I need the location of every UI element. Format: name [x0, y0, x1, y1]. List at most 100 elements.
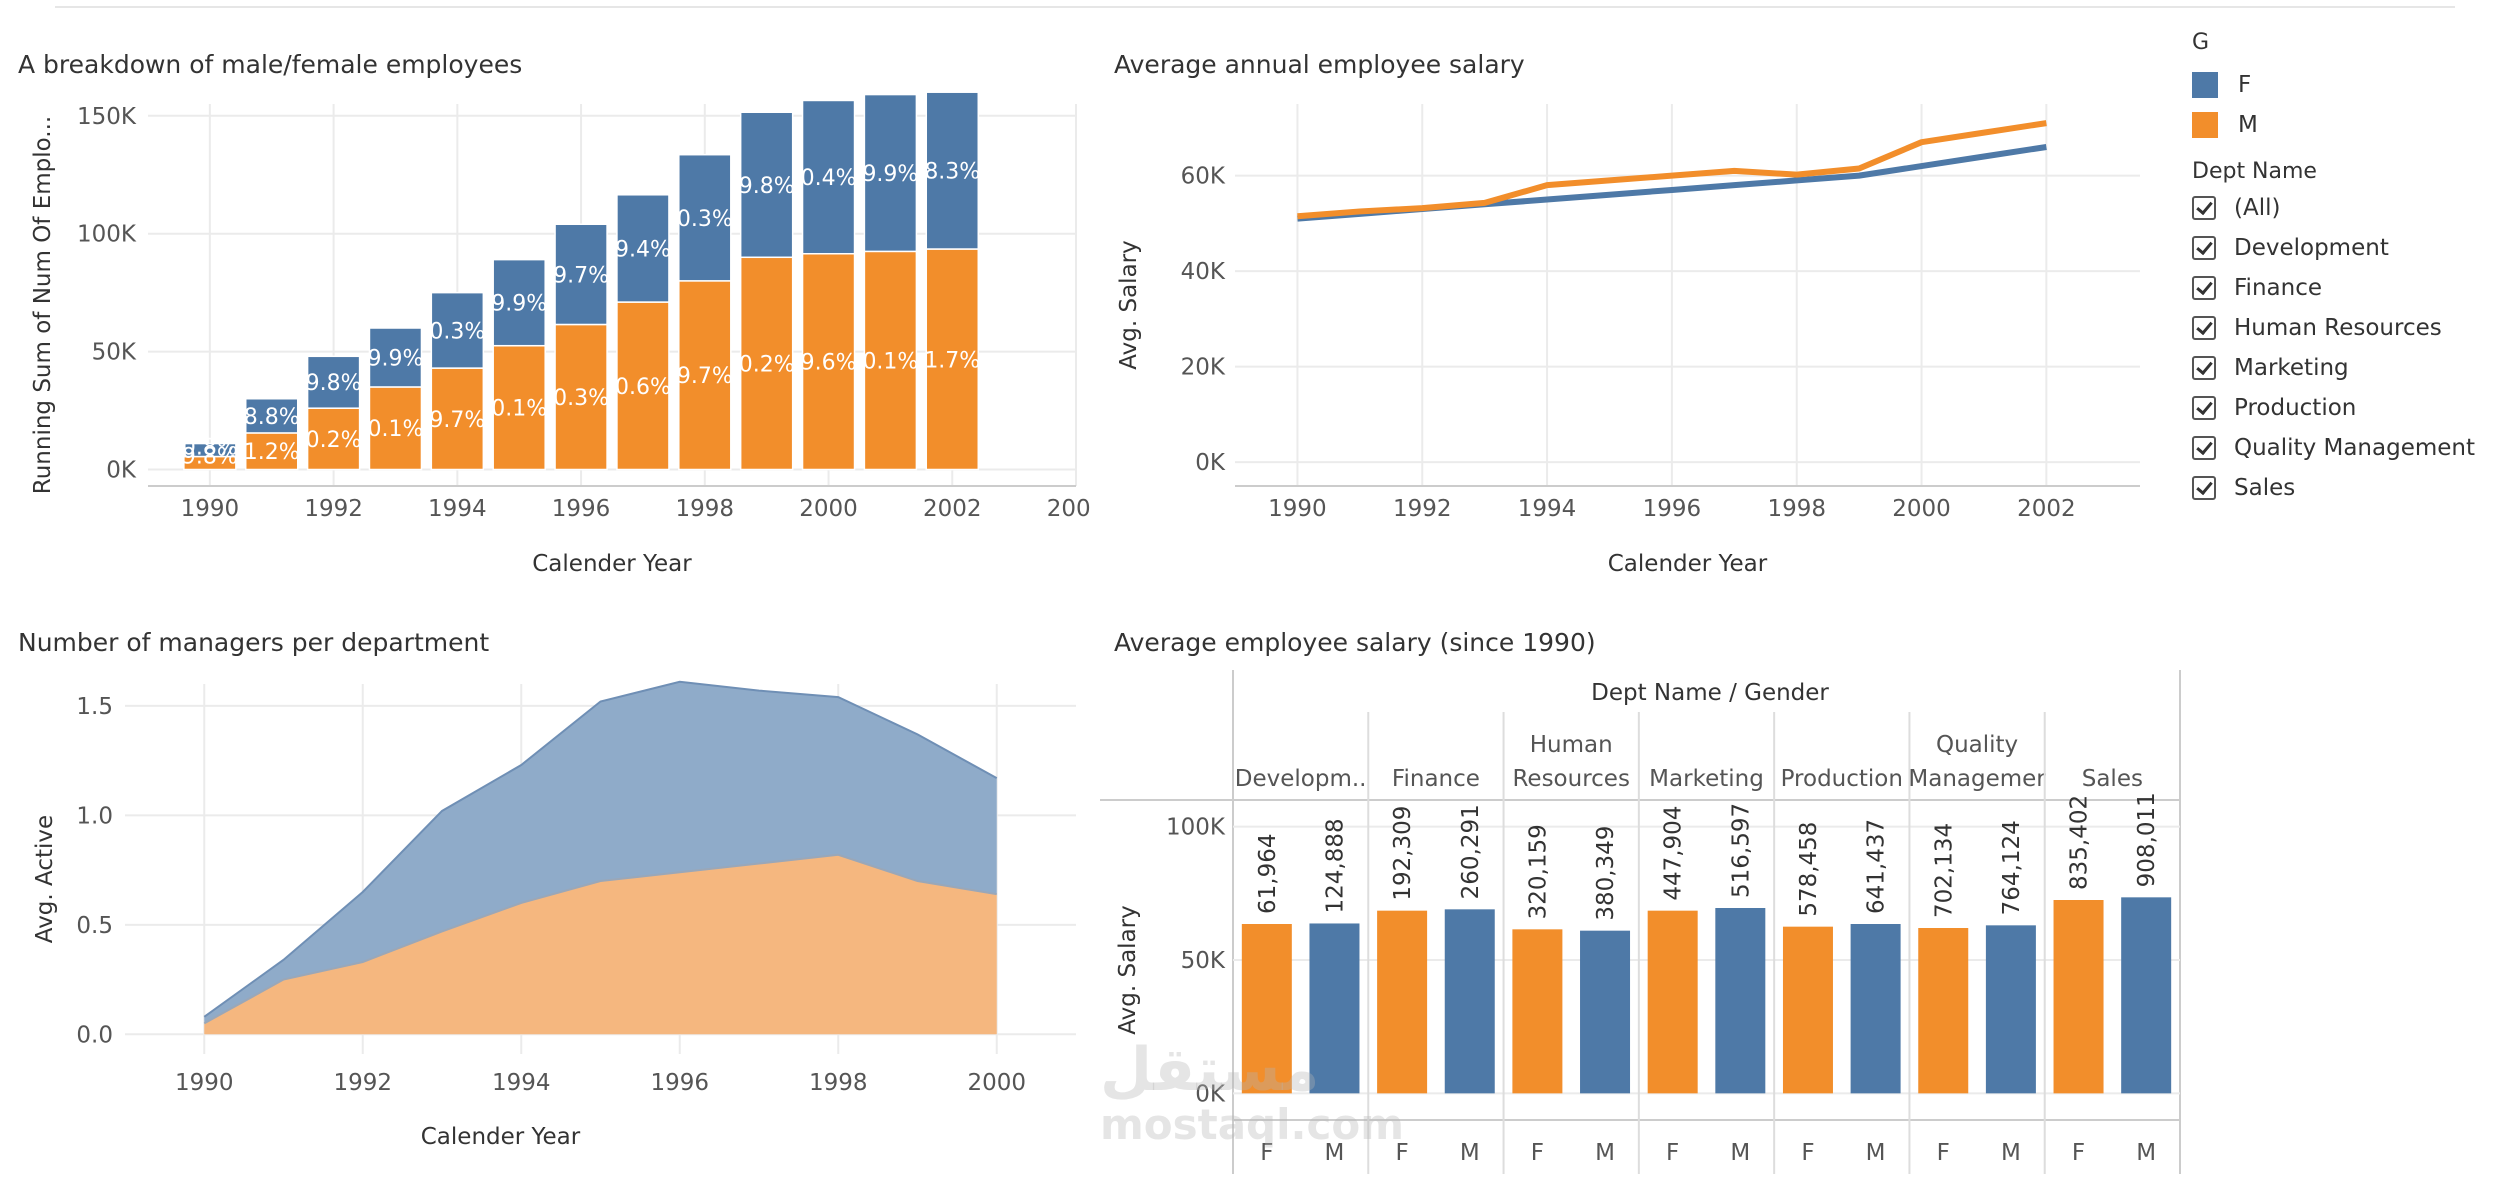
gender-tick-label: F — [1395, 1140, 1408, 1166]
bar-female — [1377, 910, 1428, 1094]
dept-filter-title: Dept Name — [2192, 159, 2317, 184]
watermark-logo: مستقل — [1100, 1035, 1320, 1105]
x-tick-label: 2002 — [2017, 496, 2076, 522]
x-tick-label: 1992 — [333, 1070, 392, 1096]
chart2-title: Average annual employee salary — [1114, 50, 1525, 79]
y-tick-label: 0K — [106, 457, 137, 483]
gender-tick-label: M — [1595, 1140, 1615, 1166]
bar-female — [801, 99, 856, 255]
dept-header-label: Managemer — [1908, 766, 2046, 792]
dept-filter-development[interactable]: Development — [2192, 228, 2492, 268]
x-tick-label: 2004 — [1047, 496, 1090, 522]
dept-filter-sales[interactable]: Sales — [2192, 468, 2492, 508]
top-divider — [55, 6, 2455, 8]
bar-label-female: 9.9% — [368, 346, 424, 371]
dept-filter-all[interactable]: (All) — [2192, 188, 2492, 228]
dept-header-label: Quality — [1936, 732, 2018, 758]
x-tick-label: 2000 — [1892, 496, 1951, 522]
legend-item-female[interactable]: F — [2192, 65, 2492, 105]
dept-header-label: Sales — [2082, 766, 2143, 792]
bar-female — [739, 111, 794, 259]
dept-salary-bar-chart: Dept Name / Gender 0K 50K 100K Avg. Salary De… — [1100, 670, 2181, 1174]
x-tick-label: 1994 — [428, 496, 487, 522]
legend-label-female: F — [2238, 72, 2252, 98]
bar-label-female: 9.9% — [862, 162, 918, 187]
area-edge-female — [203, 680, 998, 1018]
gender-tick-label: M — [2001, 1140, 2021, 1166]
chart3-title: Number of managers per department — [18, 628, 490, 657]
line-series-male — [1297, 120, 2047, 220]
dept-filter-label: Marketing — [2234, 355, 2349, 381]
gender-tick-label: M — [1730, 1140, 1750, 1166]
x-tick-label: 1998 — [1767, 496, 1826, 522]
checkbox-icon[interactable] — [2192, 236, 2216, 260]
dept-filter-label: Development — [2234, 235, 2389, 261]
x-axis-title: Calender Year — [1608, 551, 1768, 577]
bar-value-label: 447,904 — [1661, 806, 1687, 901]
bar-male — [244, 432, 299, 471]
checkbox-icon[interactable] — [2192, 276, 2216, 300]
x-tick-label: 1998 — [676, 496, 735, 522]
bar-female — [183, 442, 237, 458]
gender-tick-label: M — [2136, 1140, 2156, 1166]
checkbox-icon[interactable] — [2192, 396, 2216, 420]
dept-filter-quality-management[interactable]: Quality Management — [2192, 428, 2492, 468]
bar-female — [1782, 926, 1833, 1094]
checkbox-icon[interactable] — [2192, 476, 2216, 500]
bar-value-label: 516,597 — [1728, 803, 1754, 898]
x-tick-label: 2000 — [967, 1070, 1026, 1096]
bar-female — [368, 327, 423, 388]
bar-label-male: 1.2% — [244, 440, 300, 465]
dept-header-label: Resources — [1512, 766, 1629, 792]
bar-value-label: 61,964 — [1255, 834, 1281, 914]
legend-item-male[interactable]: M — [2192, 105, 2492, 145]
bar-label-female: 0.3% — [677, 207, 733, 232]
dept-filter-marketing[interactable]: Marketing — [2192, 348, 2492, 388]
x-tick-label: 1990 — [1268, 496, 1327, 522]
dept-header-label: Marketing — [1649, 766, 1764, 792]
gender-tick-label: M — [1866, 1140, 1886, 1166]
x-tick-label: 1994 — [1518, 496, 1577, 522]
bar-label-female: 8.8% — [244, 405, 300, 430]
bar-male — [739, 256, 794, 471]
y-tick-label: 0.0 — [76, 1022, 113, 1048]
x-tick-label: 1996 — [1643, 496, 1702, 522]
bar-female — [244, 398, 299, 434]
bar-male — [368, 386, 423, 471]
bar-label-male: 9.7% — [429, 408, 485, 433]
y-tick-label: 1.5 — [76, 694, 113, 720]
x-axis-title: Calender Year — [421, 1124, 581, 1150]
bar-female — [1647, 910, 1698, 1094]
checkbox-icon[interactable] — [2192, 436, 2216, 460]
bar-label-male: 0.3% — [553, 386, 609, 411]
chart1-title: A breakdown of male/female employees — [18, 50, 523, 79]
checkbox-icon[interactable] — [2192, 196, 2216, 220]
y-tick-label: 40K — [1181, 259, 1226, 285]
managers-area-chart: 0.0 0.5 1.0 1.5 1990 1992 1994 1996 1998 2000 Cale… — [32, 680, 1076, 1150]
dept-filter-human-resources[interactable]: Human Resources — [2192, 308, 2492, 348]
x-axis-title: Calender Year — [532, 551, 692, 577]
bar-label-female: 0.3% — [429, 319, 485, 344]
bar-female — [925, 91, 980, 250]
checkbox-icon[interactable] — [2192, 356, 2216, 380]
x-tick-label: 1996 — [552, 496, 611, 522]
checkbox-icon[interactable] — [2192, 316, 2216, 340]
bar-male — [554, 323, 608, 471]
dept-filter-label: Finance — [2234, 275, 2322, 301]
y-tick-label: 50K — [1181, 948, 1226, 974]
gender-tick-label: F — [1937, 1140, 1950, 1166]
gender-tick-label: M — [1460, 1140, 1480, 1166]
bar-label-female: 9.9% — [491, 292, 547, 317]
employee-breakdown-chart: 0K 50K 100K 150K 1990 1992 1994 1996 1998 2000 200… — [30, 91, 1090, 577]
x-tick-label: 1994 — [492, 1070, 551, 1096]
bar-female — [2053, 900, 2104, 1094]
dept-filter-production[interactable]: Production — [2192, 388, 2492, 428]
bar-label-male: 0.1% — [862, 349, 918, 374]
y-tick-label: 150K — [77, 104, 137, 130]
bar-male — [678, 280, 732, 471]
dept-filter-label: (All) — [2234, 195, 2281, 221]
bar-male — [863, 250, 918, 471]
bar-label-male: 0.2% — [306, 428, 362, 453]
dept-filter-finance[interactable]: Finance — [2192, 268, 2492, 308]
bar-male — [801, 252, 856, 471]
